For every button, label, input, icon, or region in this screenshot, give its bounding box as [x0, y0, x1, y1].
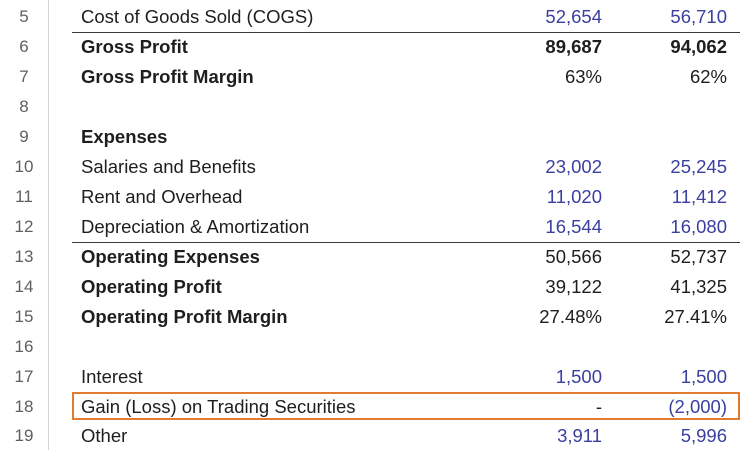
- row-number[interactable]: 6: [19, 37, 29, 56]
- table-row: 15 Operating Profit Margin 27.48% 27.41%: [0, 302, 750, 332]
- table-row: 10 Salaries and Benefits 23,002 25,245: [0, 152, 750, 182]
- value-cell-col1[interactable]: 89,687: [545, 36, 602, 57]
- value-cell-col2[interactable]: 5,996: [680, 425, 727, 446]
- row-label[interactable]: Gain (Loss) on Trading Securities: [81, 396, 356, 417]
- row-label[interactable]: Rent and Overhead: [81, 186, 243, 207]
- row-number[interactable]: 13: [14, 247, 34, 266]
- row-header-column: [0, 0, 49, 450]
- value-cell-col1[interactable]: 16,544: [545, 216, 602, 237]
- row-label[interactable]: Salaries and Benefits: [81, 156, 256, 177]
- section-heading[interactable]: Expenses: [81, 126, 168, 147]
- row-number[interactable]: 16: [14, 337, 34, 356]
- row-number[interactable]: 9: [19, 127, 29, 146]
- value-cell-col1[interactable]: 50,566: [545, 246, 602, 267]
- value-cell-col1[interactable]: 63%: [564, 66, 602, 87]
- row-number[interactable]: 18: [14, 397, 34, 416]
- table-row: 14 Operating Profit 39,122 41,325: [0, 272, 750, 302]
- table-row: 9 Expenses: [0, 122, 750, 152]
- value-cell-col1[interactable]: -: [595, 396, 602, 417]
- value-cell-col2[interactable]: 56,710: [670, 6, 727, 27]
- table-row: 7 Gross Profit Margin 63% 62%: [0, 62, 750, 92]
- table-row-highlighted: 18 Gain (Loss) on Trading Securities - (…: [0, 392, 750, 422]
- value-cell-col1[interactable]: 27.48%: [539, 306, 602, 327]
- value-cell-col1[interactable]: 23,002: [545, 156, 602, 177]
- table-row: 5 Cost of Goods Sold (COGS) 52,654 56,71…: [0, 2, 750, 32]
- row-number[interactable]: 12: [14, 217, 34, 236]
- row-label[interactable]: Gross Profit Margin: [81, 66, 254, 87]
- value-cell-col1[interactable]: 11,020: [546, 186, 602, 207]
- row-number[interactable]: 11: [15, 187, 33, 206]
- value-cell-col2[interactable]: (2,000): [668, 396, 727, 417]
- row-label[interactable]: Depreciation & Amortization: [81, 216, 310, 237]
- highlight-box: [72, 392, 740, 420]
- subtotal-rule: [72, 242, 740, 243]
- value-cell-col1[interactable]: 39,122: [545, 276, 602, 297]
- value-cell-col2[interactable]: 11,412: [671, 186, 727, 207]
- row-label[interactable]: Operating Profit Margin: [81, 306, 288, 327]
- subtotal-rule: [72, 32, 740, 33]
- row-label[interactable]: Other: [81, 425, 128, 446]
- row-label[interactable]: Gross Profit: [81, 36, 188, 57]
- table-row: 6 Gross Profit 89,687 94,062: [0, 32, 750, 62]
- row-label[interactable]: Operating Expenses: [81, 246, 260, 267]
- row-number[interactable]: 7: [19, 67, 29, 86]
- row-number[interactable]: 5: [19, 7, 29, 26]
- table-row: 13 Operating Expenses 50,566 52,737: [0, 242, 750, 272]
- table-row: 12 Depreciation & Amortization 16,544 16…: [0, 212, 750, 242]
- row-label[interactable]: Interest: [81, 366, 143, 387]
- value-cell-col2[interactable]: 62%: [689, 66, 727, 87]
- table-row: 17 Interest 1,500 1,500: [0, 362, 750, 392]
- row-label[interactable]: Operating Profit: [81, 276, 222, 297]
- row-number[interactable]: 8: [19, 97, 29, 116]
- row-number[interactable]: 14: [14, 277, 34, 296]
- value-cell-col2[interactable]: 41,325: [670, 276, 727, 297]
- value-cell-col2[interactable]: 25,245: [670, 156, 727, 177]
- value-cell-col2[interactable]: 1,500: [680, 366, 727, 387]
- row-label[interactable]: Cost of Goods Sold (COGS): [81, 6, 314, 27]
- value-cell-col2[interactable]: 52,737: [670, 246, 727, 267]
- value-cell-col2[interactable]: 94,062: [670, 36, 727, 57]
- table-row: 19 Other 3,911 5,996: [0, 421, 750, 451]
- table-row: 11 Rent and Overhead 11,020 11,412: [0, 182, 750, 212]
- value-cell-col1[interactable]: 3,911: [557, 425, 602, 446]
- row-number[interactable]: 19: [14, 426, 34, 445]
- value-cell-col1[interactable]: 52,654: [545, 6, 602, 27]
- value-cell-col2[interactable]: 16,080: [670, 216, 727, 237]
- table-row: 16: [0, 332, 750, 362]
- table-row: 8: [0, 92, 750, 122]
- row-number[interactable]: 15: [14, 307, 34, 326]
- row-number[interactable]: 17: [14, 367, 34, 386]
- value-cell-col1[interactable]: 1,500: [555, 366, 602, 387]
- value-cell-col2[interactable]: 27.41%: [664, 306, 727, 327]
- row-number[interactable]: 10: [14, 157, 34, 176]
